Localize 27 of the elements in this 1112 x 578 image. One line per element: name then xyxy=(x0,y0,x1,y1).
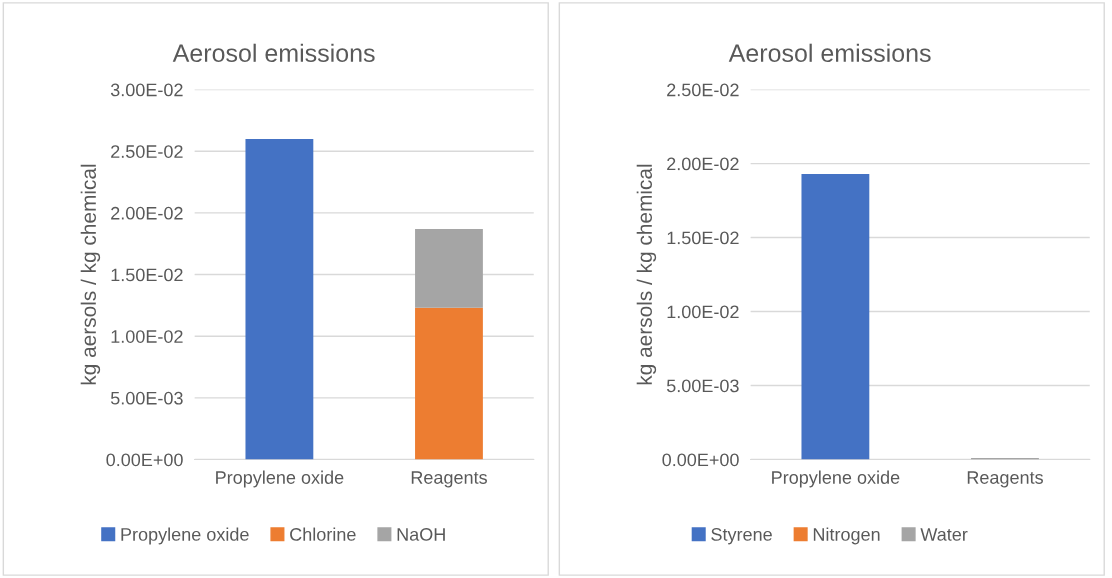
x-tick-label: Propylene oxide xyxy=(216,470,344,488)
y-tick-label: 1.00E-02 xyxy=(667,305,739,319)
x-tick-label: Reagents xyxy=(411,471,487,488)
y-tick-label: 2.50E-02 xyxy=(667,83,739,97)
y-tick-label: 0.00E+00 xyxy=(106,453,183,467)
y-tick-label: 2.00E-02 xyxy=(667,157,739,171)
legend-label: Nitrogen xyxy=(813,527,880,545)
y-tick-label: 2.00E-02 xyxy=(111,206,183,220)
y-tick-label: 1.00E-02 xyxy=(111,330,183,343)
y-axis-title: kg aersols / kg chemical xyxy=(80,164,101,385)
legend-label: Propylene oxide xyxy=(121,527,249,545)
x-tick-label: Propylene oxide xyxy=(772,470,900,488)
y-tick-label: 3.00E-02 xyxy=(110,83,183,97)
legend-label: Water xyxy=(920,528,968,541)
y-axis-title: kg aersols / kg chemical xyxy=(636,164,657,385)
y-tick-label: 5.00E-03 xyxy=(666,379,739,393)
y-tick-label: 0.00E+00 xyxy=(662,453,739,467)
legend-label: NaOH xyxy=(397,528,445,541)
chart-title: Aerosol emissions xyxy=(728,43,931,63)
y-tick-label: 1.50E-02 xyxy=(111,268,183,282)
legend-label: Styrene xyxy=(711,528,772,545)
chart-title: Aerosol emissions xyxy=(172,43,375,63)
y-tick-label: 2.50E-02 xyxy=(111,145,183,158)
y-tick-label: 5.00E-03 xyxy=(110,391,183,405)
x-tick-label: Reagents xyxy=(967,471,1043,488)
legend-label: Chlorine xyxy=(290,527,356,541)
y-tick-label: 1.50E-02 xyxy=(667,231,739,245)
